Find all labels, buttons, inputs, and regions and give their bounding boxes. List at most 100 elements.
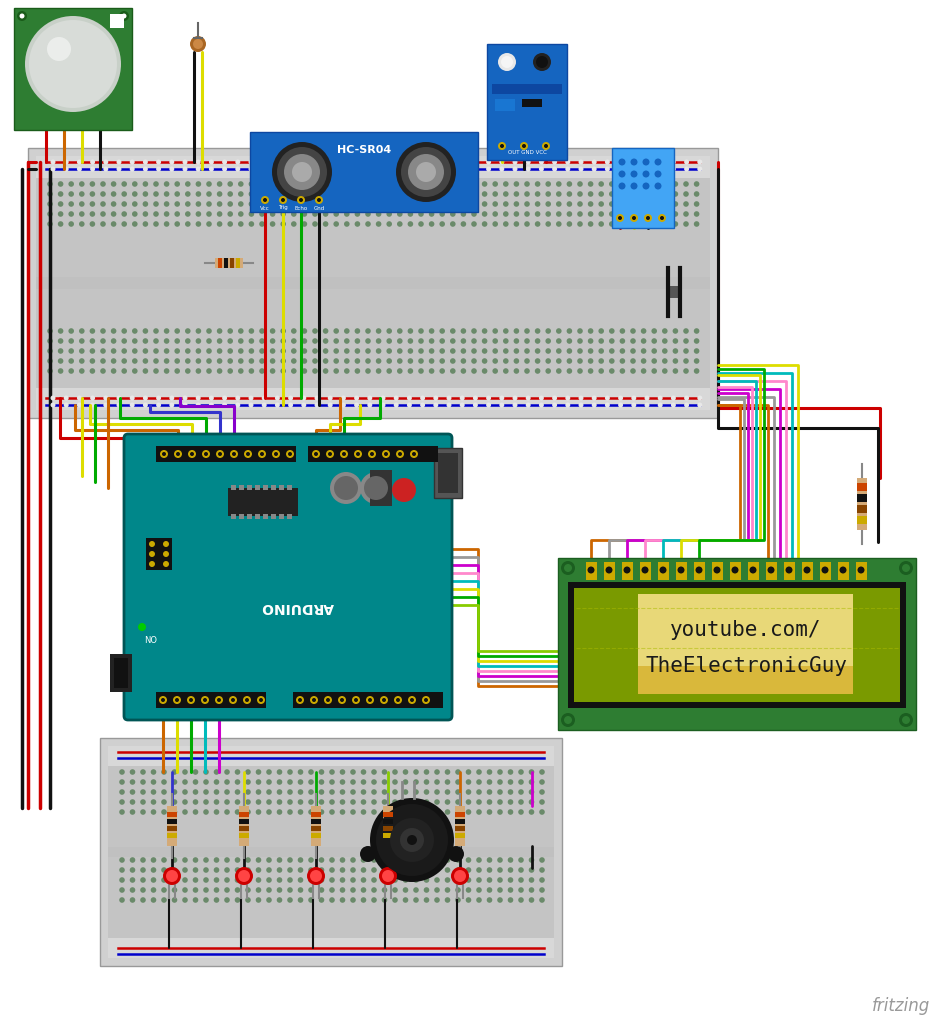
Circle shape xyxy=(645,160,649,165)
Circle shape xyxy=(497,769,503,775)
Circle shape xyxy=(232,452,236,456)
Circle shape xyxy=(641,191,647,197)
Circle shape xyxy=(161,897,167,903)
Bar xyxy=(455,806,465,846)
Circle shape xyxy=(413,857,419,863)
Circle shape xyxy=(386,358,392,364)
Circle shape xyxy=(203,799,209,805)
Circle shape xyxy=(361,887,366,893)
Circle shape xyxy=(662,348,667,354)
Circle shape xyxy=(161,857,167,863)
Circle shape xyxy=(376,211,381,217)
Bar xyxy=(640,562,651,580)
Circle shape xyxy=(213,790,219,795)
Circle shape xyxy=(274,452,278,456)
Circle shape xyxy=(355,221,361,226)
Circle shape xyxy=(143,201,148,207)
Circle shape xyxy=(161,867,167,872)
Circle shape xyxy=(471,211,477,217)
Circle shape xyxy=(217,348,223,354)
Circle shape xyxy=(195,338,201,344)
Circle shape xyxy=(556,369,562,374)
Circle shape xyxy=(539,809,545,815)
Circle shape xyxy=(487,790,493,795)
Circle shape xyxy=(143,395,148,400)
Circle shape xyxy=(248,167,254,171)
Circle shape xyxy=(379,867,397,885)
Circle shape xyxy=(672,211,678,217)
Circle shape xyxy=(203,698,207,702)
Circle shape xyxy=(381,769,387,775)
Circle shape xyxy=(323,211,329,217)
Circle shape xyxy=(577,329,582,334)
Circle shape xyxy=(641,211,647,217)
Circle shape xyxy=(149,541,155,547)
Circle shape xyxy=(25,16,121,112)
Circle shape xyxy=(161,809,167,815)
Bar xyxy=(766,562,777,580)
Circle shape xyxy=(141,887,145,893)
Circle shape xyxy=(658,395,663,400)
Circle shape xyxy=(418,221,424,226)
Circle shape xyxy=(217,358,223,364)
Circle shape xyxy=(683,191,689,197)
Circle shape xyxy=(365,221,371,226)
Circle shape xyxy=(326,698,330,702)
Circle shape xyxy=(619,211,625,217)
Circle shape xyxy=(277,779,282,784)
Circle shape xyxy=(556,338,562,344)
Circle shape xyxy=(182,167,188,171)
Circle shape xyxy=(217,698,221,702)
Circle shape xyxy=(315,196,323,204)
Circle shape xyxy=(445,867,450,872)
Circle shape xyxy=(539,769,545,775)
Circle shape xyxy=(298,698,302,702)
Circle shape xyxy=(182,395,188,400)
Circle shape xyxy=(151,809,157,815)
Circle shape xyxy=(280,211,286,217)
Circle shape xyxy=(238,348,244,354)
Circle shape xyxy=(288,395,293,400)
Circle shape xyxy=(514,348,519,354)
Circle shape xyxy=(529,897,534,903)
Bar xyxy=(108,746,554,958)
Circle shape xyxy=(487,878,493,883)
Circle shape xyxy=(539,857,545,863)
Circle shape xyxy=(403,809,409,815)
Circle shape xyxy=(185,211,191,217)
Bar xyxy=(612,148,674,228)
Circle shape xyxy=(190,452,194,456)
Circle shape xyxy=(161,698,165,702)
Circle shape xyxy=(365,358,371,364)
Circle shape xyxy=(341,160,346,165)
Circle shape xyxy=(413,779,419,784)
Circle shape xyxy=(235,878,241,883)
Circle shape xyxy=(209,167,214,171)
Circle shape xyxy=(185,338,191,344)
Circle shape xyxy=(651,358,657,364)
Circle shape xyxy=(156,167,161,171)
Circle shape xyxy=(539,395,544,400)
Circle shape xyxy=(301,369,307,374)
Circle shape xyxy=(143,167,148,171)
Circle shape xyxy=(497,857,503,863)
Circle shape xyxy=(193,878,198,883)
Circle shape xyxy=(546,329,551,334)
Circle shape xyxy=(821,566,829,573)
Circle shape xyxy=(344,338,349,344)
Circle shape xyxy=(694,201,700,207)
Bar xyxy=(287,485,292,490)
Circle shape xyxy=(683,211,689,217)
Circle shape xyxy=(539,897,545,903)
Circle shape xyxy=(539,867,545,872)
Circle shape xyxy=(297,769,303,775)
Circle shape xyxy=(280,181,286,186)
Circle shape xyxy=(450,338,456,344)
Circle shape xyxy=(90,348,95,354)
Circle shape xyxy=(122,191,127,197)
Circle shape xyxy=(68,358,74,364)
Circle shape xyxy=(151,857,157,863)
Circle shape xyxy=(129,779,135,784)
Circle shape xyxy=(288,402,293,408)
Circle shape xyxy=(465,867,471,872)
